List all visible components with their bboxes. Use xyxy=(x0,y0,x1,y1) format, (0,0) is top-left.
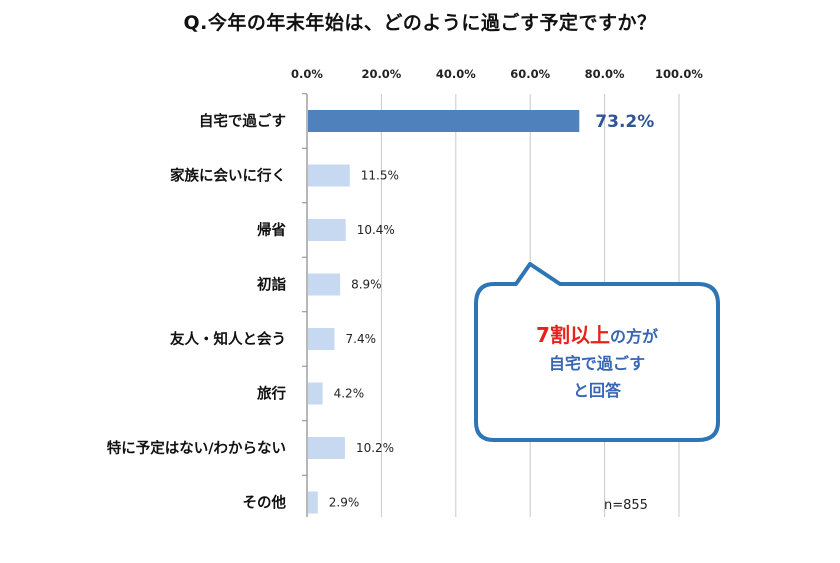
callout-emphasis: 7割以上 xyxy=(536,323,610,347)
x-tick-label: 60.0% xyxy=(510,67,550,81)
bar xyxy=(308,273,341,296)
data-label: 10.2% xyxy=(356,441,394,455)
data-label: 7.4% xyxy=(346,332,377,346)
category-label: 帰省 xyxy=(257,221,286,239)
data-label: 10.4% xyxy=(357,223,395,237)
data-label: 8.9% xyxy=(351,278,382,292)
callout-line-3: と回答 xyxy=(572,381,621,400)
category-label: 家族に会いに行く xyxy=(170,167,286,185)
category-label: 初詣 xyxy=(257,276,286,294)
bar xyxy=(308,110,580,132)
category-label: その他 xyxy=(243,494,287,512)
sample-size-label: n=855 xyxy=(604,498,648,513)
bar xyxy=(308,491,318,514)
callout-bubble-shape xyxy=(474,262,720,442)
x-tick-label: 100.0% xyxy=(655,67,703,81)
data-label: 73.2% xyxy=(595,112,654,132)
chart-title: Q.今年の年末年始は、どのように過ごす予定ですか？ xyxy=(183,12,657,34)
callout-text: 7割以上の方が 自宅で過ごす と回答 xyxy=(472,322,722,404)
callout-bubble xyxy=(474,262,720,442)
callout-line-2: 自宅で過ごす xyxy=(548,354,646,373)
x-tick-label: 0.0% xyxy=(291,67,323,81)
category-label: 特に予定はない/わからない xyxy=(107,439,286,457)
callout-line-1-rest: の方が xyxy=(609,327,658,346)
bar xyxy=(308,437,345,459)
category-label: 自宅で過ごす xyxy=(199,112,286,130)
bar xyxy=(308,382,323,405)
bar xyxy=(308,219,346,241)
data-label: 4.2% xyxy=(334,387,365,401)
x-tick-label: 80.0% xyxy=(585,67,625,81)
x-tick-label: 40.0% xyxy=(436,67,476,81)
bar xyxy=(308,164,350,187)
bar xyxy=(308,328,335,350)
x-tick-label: 20.0% xyxy=(361,67,401,81)
data-label: 11.5% xyxy=(361,169,399,183)
category-label: 旅行 xyxy=(257,385,286,403)
data-label: 2.9% xyxy=(329,496,360,510)
callout-line-1: 7割以上の方が xyxy=(472,322,722,350)
category-label: 友人・知人と会う xyxy=(170,330,286,348)
